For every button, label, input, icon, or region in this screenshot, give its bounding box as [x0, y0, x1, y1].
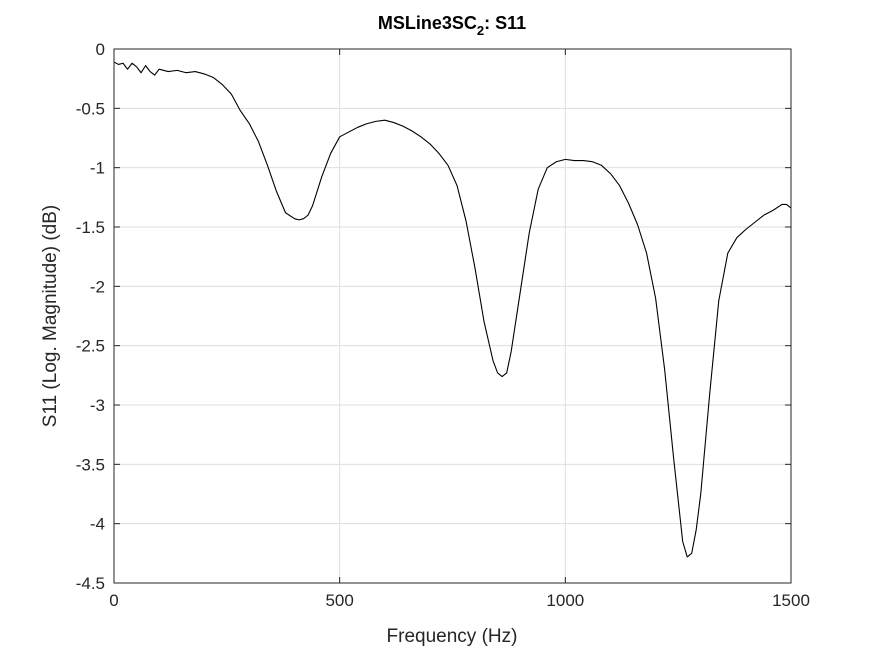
y-tick-label: -1: [90, 159, 105, 178]
tick-labels: 0 500 1000 1500 0 -0.5 -1 -1.5 -2 -2.5 -3 -3.5 -4 -4.…: [76, 40, 810, 610]
y-tick-label: -3: [90, 396, 105, 415]
y-tick-label: -2.5: [76, 337, 105, 356]
y-tick-label: -1.5: [76, 218, 105, 237]
y-axis-label: S11 (Log. Magnitude) (dB): [40, 205, 61, 428]
y-tick-label: -3.5: [76, 455, 105, 474]
plot-frame: [113, 48, 792, 584]
chart-title-subscript: 2: [477, 23, 484, 38]
plot-area: [114, 49, 791, 583]
chart-title-main: MSLine3SC: [378, 13, 477, 33]
ticks: [113, 48, 792, 584]
y-tick-label: -4: [90, 515, 105, 534]
x-tick-label: 500: [325, 591, 353, 610]
y-tick-label: -0.5: [76, 99, 105, 118]
x-tick-label: 0: [109, 591, 118, 610]
x-tick-label: 1500: [772, 591, 810, 610]
y-tick-label: -4.5: [76, 574, 105, 593]
x-tick-label: 1000: [546, 591, 584, 610]
s11-series-line: [113, 61, 792, 558]
chart-title: MSLine3SC2: S11: [378, 13, 526, 38]
y-tick-label: 0: [96, 40, 105, 59]
chart-title-suffix: : S11: [484, 13, 526, 33]
x-axis-label: Frequency (Hz): [387, 626, 518, 647]
y-tick-label: -2: [90, 277, 105, 296]
